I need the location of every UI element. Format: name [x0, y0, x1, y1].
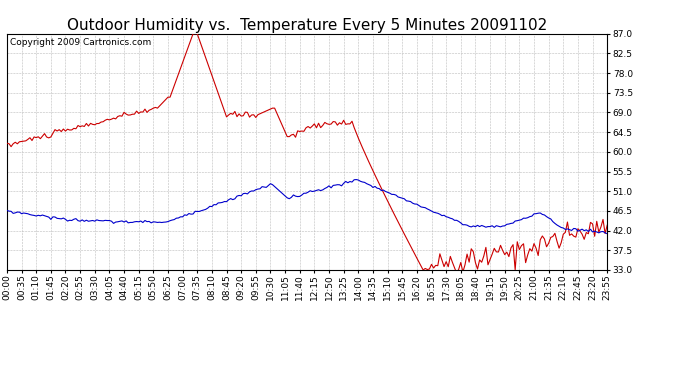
Text: Copyright 2009 Cartronics.com: Copyright 2009 Cartronics.com — [10, 39, 151, 48]
Title: Outdoor Humidity vs.  Temperature Every 5 Minutes 20091102: Outdoor Humidity vs. Temperature Every 5… — [67, 18, 547, 33]
